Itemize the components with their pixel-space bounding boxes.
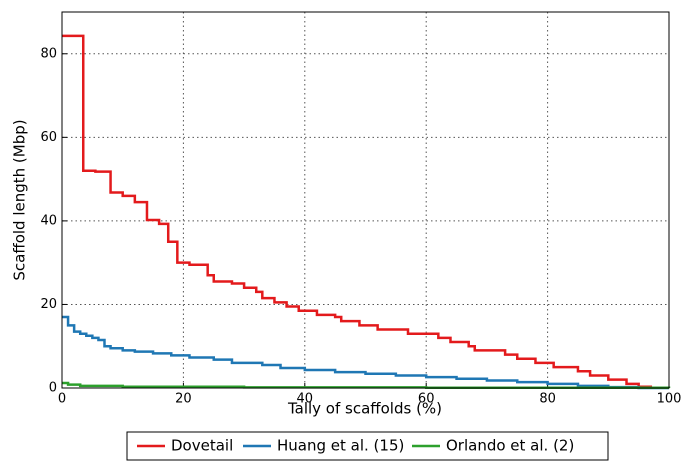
y-tick-label: 80 (40, 46, 57, 61)
y-tick-label: 60 (40, 130, 57, 145)
legend-label: Dovetail (171, 437, 233, 455)
legend-box (126, 431, 609, 461)
legend-label: Huang et al. (15) (277, 437, 404, 455)
x-tick-label: 0 (58, 392, 66, 407)
data-line (62, 34, 653, 388)
x-tick-label: 60 (418, 392, 435, 407)
plot-frame (61, 11, 670, 389)
x-axis-label: Tally of scaffolds (%) (287, 400, 442, 418)
x-tick-label: 100 (657, 392, 682, 407)
y-tick-label: 0 (49, 381, 57, 396)
x-tick-label: 40 (297, 392, 314, 407)
y-tick-label: 20 (40, 297, 57, 312)
y-tick-label: 40 (40, 213, 57, 228)
data-line (62, 315, 669, 390)
x-tick-label: 80 (539, 392, 556, 407)
y-axis-label: Scaffold length (Mbp) (11, 119, 29, 280)
legend-label: Orlando et al. (2) (446, 437, 574, 455)
x-tick-label: 20 (175, 392, 192, 407)
